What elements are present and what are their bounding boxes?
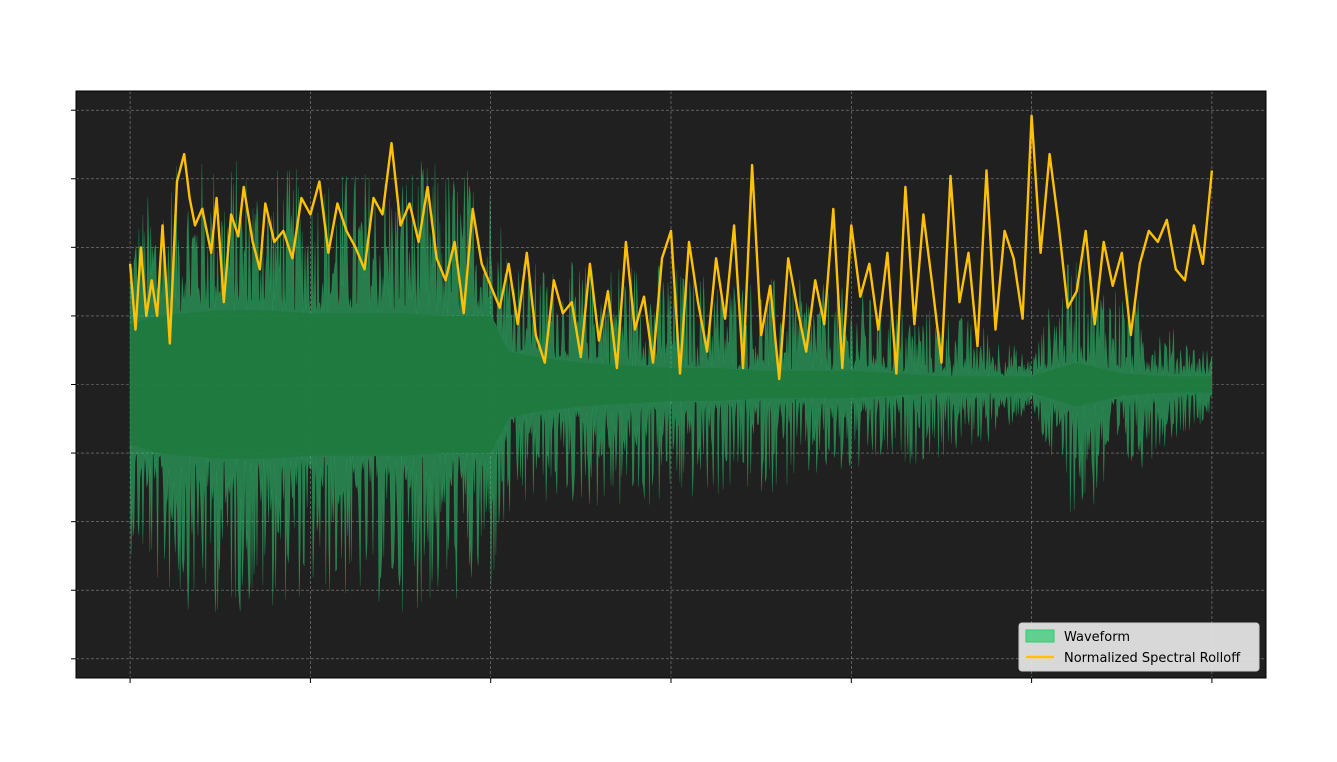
legend-box — [1018, 622, 1260, 672]
spectral-rolloff-series — [128, 114, 1214, 381]
axis-ticks — [71, 109, 1213, 683]
waveform-series — [129, 160, 1213, 612]
waveform-core — [130, 310, 1212, 459]
rolloff-line — [128, 114, 1214, 381]
legend-swatch-waveform — [1025, 629, 1055, 643]
legend: Waveform Normalized Spectral Rolloff — [1018, 622, 1260, 672]
legend-label-rolloff: Normalized Spectral Rolloff — [1064, 651, 1241, 666]
legend-label-waveform: Waveform — [1064, 630, 1130, 645]
